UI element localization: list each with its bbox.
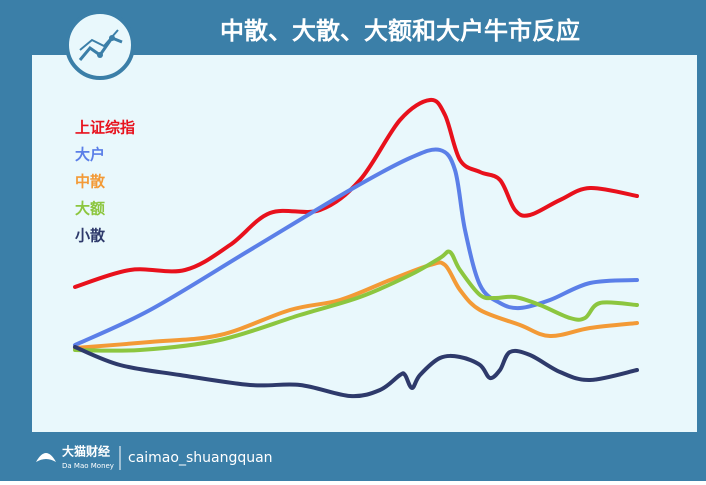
series-line xyxy=(73,345,639,399)
legend-label: 大户 xyxy=(75,146,105,164)
series-line xyxy=(73,260,639,350)
legend-label: 中散 xyxy=(75,173,106,191)
plot-panel xyxy=(32,55,697,432)
footer: 大猫财经 Da Mao Money caimao_shuangquan xyxy=(36,444,273,470)
legend-label: 大额 xyxy=(75,200,105,218)
legend-label: 上证综指 xyxy=(75,119,135,137)
brand-en: Da Mao Money xyxy=(62,462,114,470)
legend-label: 小散 xyxy=(75,227,106,245)
chart-title: 中散、大散、大额和大户牛市反应 xyxy=(220,17,580,45)
series-line xyxy=(73,97,639,289)
brand: 大猫财经 xyxy=(62,444,110,459)
series-line xyxy=(73,147,639,347)
handle: caimao_shuangquan xyxy=(128,450,273,466)
icon xyxy=(65,10,135,80)
series-line xyxy=(73,249,639,353)
